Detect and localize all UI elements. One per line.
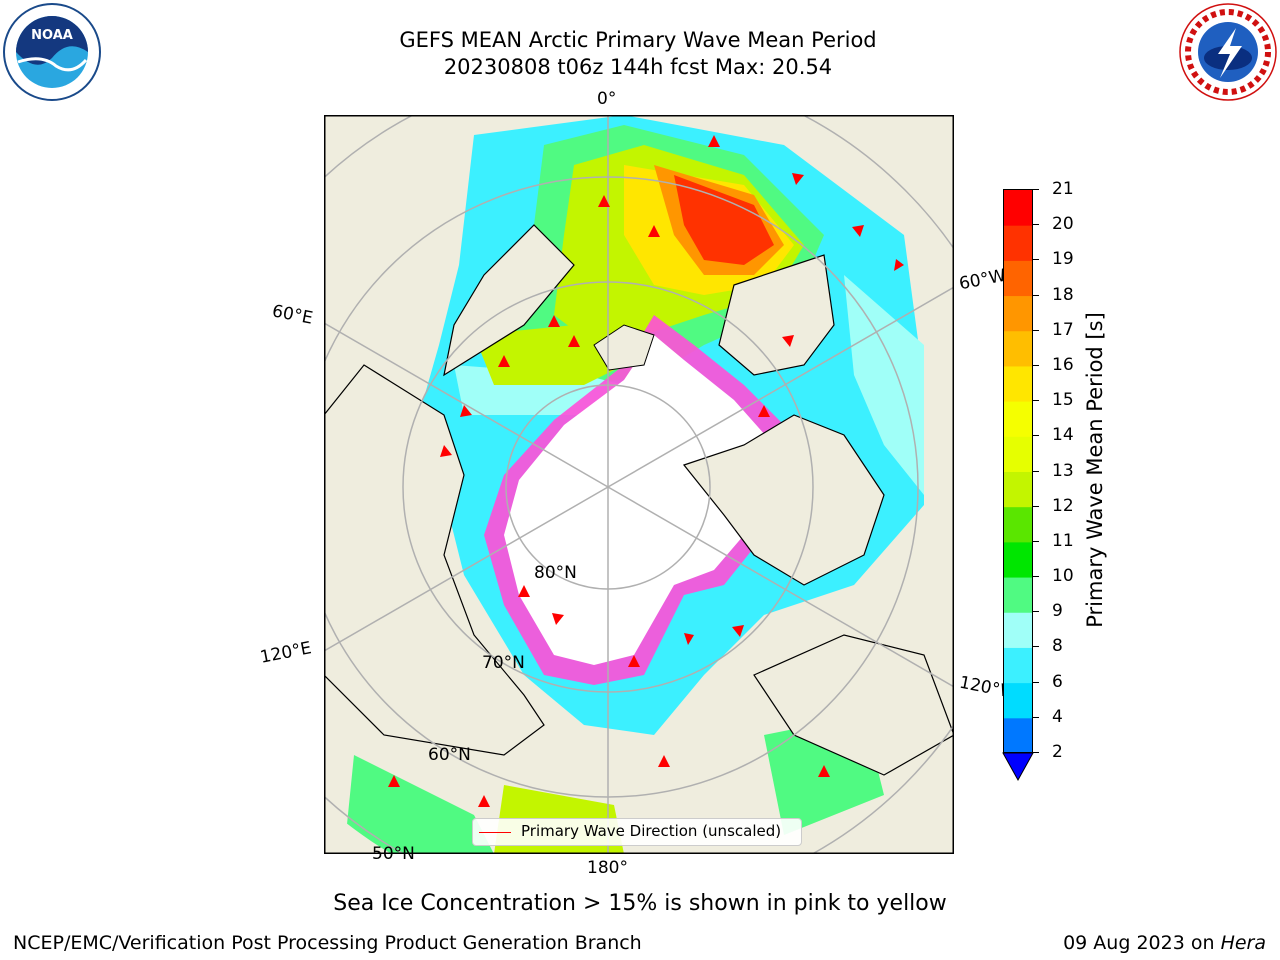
lat-label-70n: 70°N bbox=[482, 653, 525, 673]
colorbar-segment bbox=[1003, 190, 1033, 226]
colorbar-segment bbox=[1003, 647, 1033, 684]
colorbar-tick-mark bbox=[1033, 646, 1039, 648]
colorbar-tick-mark bbox=[1033, 540, 1039, 542]
colorbar-segment bbox=[1003, 577, 1033, 613]
ocean-light bbox=[844, 275, 924, 495]
colorbar-tick-mark bbox=[1033, 576, 1039, 578]
colorbar-tick-label: 12 bbox=[1052, 495, 1074, 516]
lat-label-50n: 50°N bbox=[372, 844, 415, 864]
colorbar-tick-label: 16 bbox=[1052, 354, 1074, 375]
colorbar-tick-label: 9 bbox=[1052, 601, 1063, 622]
colorbar-tick-label: 19 bbox=[1052, 249, 1074, 270]
colorbar-tick-mark bbox=[1033, 259, 1039, 261]
noaa-logo: NOAA bbox=[3, 3, 101, 101]
noaa-logo-text: NOAA bbox=[31, 28, 73, 43]
colorbar-tick-mark bbox=[1033, 435, 1039, 437]
colorbar-tick-label: 8 bbox=[1052, 636, 1063, 657]
colorbar-segment bbox=[1003, 295, 1033, 332]
colorbar-tick-label: 21 bbox=[1052, 179, 1074, 199]
colorbar-segment bbox=[1003, 541, 1033, 578]
footer-date: 09 Aug 2023 on Hera bbox=[1063, 932, 1266, 954]
polar-map bbox=[324, 115, 954, 854]
lon-label-120e: 120°E bbox=[258, 638, 314, 668]
colorbar-segment bbox=[1003, 330, 1033, 367]
colorbar-tick-label: 2 bbox=[1052, 742, 1063, 762]
colorbar-tick-mark bbox=[1033, 681, 1039, 683]
colorbar-segment bbox=[1003, 401, 1033, 437]
svalbard bbox=[593, 324, 655, 371]
scandinavia bbox=[443, 224, 575, 377]
colorbar-tick-mark bbox=[1033, 752, 1039, 753]
legend-label: Primary Wave Direction (unscaled) bbox=[521, 822, 782, 840]
map-legend: Primary Wave Direction (unscaled) bbox=[472, 818, 802, 846]
map-frame bbox=[324, 115, 954, 854]
colorbar-tick-mark bbox=[1033, 189, 1039, 190]
lon-label-0: 0° bbox=[597, 89, 617, 109]
colorbar-tick-mark bbox=[1033, 611, 1039, 613]
colorbar-segment bbox=[1003, 682, 1033, 719]
colorbar-tick-label: 14 bbox=[1052, 425, 1074, 446]
greenland bbox=[718, 254, 835, 376]
footer-organization: NCEP/EMC/Verification Post Processing Pr… bbox=[13, 932, 642, 954]
wave-direction-arrows bbox=[388, 135, 904, 807]
colorbar-extend-arrow bbox=[1002, 752, 1034, 782]
colorbar-tick-label: 18 bbox=[1052, 284, 1074, 305]
colorbar-tick-mark bbox=[1033, 294, 1039, 296]
colorbar-tick-label: 13 bbox=[1052, 460, 1074, 481]
colorbar-segment bbox=[1003, 436, 1033, 472]
colorbar-tick-mark bbox=[1033, 329, 1039, 331]
national-weather-service-logo bbox=[1179, 3, 1277, 101]
colorbar-tick-label: 17 bbox=[1052, 319, 1074, 340]
colorbar-segment bbox=[1003, 717, 1033, 754]
colorbar-segment bbox=[1003, 365, 1033, 402]
lat-label-60n: 60°N bbox=[428, 745, 471, 765]
colorbar-tick-mark bbox=[1033, 224, 1039, 226]
lon-label-180: 180° bbox=[587, 858, 628, 878]
map-subtitle: 20230808 t06z 144h fcst Max: 20.54 bbox=[443, 55, 833, 79]
sea-ice-note: Sea Ice Concentration > 15% is shown in … bbox=[333, 891, 947, 916]
legend-swatch bbox=[479, 832, 511, 833]
colorbar-label: Primary Wave Mean Period [s] bbox=[1083, 312, 1107, 628]
colorbar-tick-label: 4 bbox=[1052, 706, 1063, 727]
colorbar bbox=[1002, 189, 1034, 782]
colorbar-tick-label: 11 bbox=[1052, 530, 1074, 551]
colorbar-tick-mark bbox=[1033, 470, 1039, 472]
footer-date-text: 09 Aug 2023 on bbox=[1063, 932, 1221, 954]
colorbar-tick-mark bbox=[1033, 364, 1039, 366]
colorbar-segment bbox=[1003, 612, 1033, 648]
colorbar-tick-mark bbox=[1033, 505, 1039, 507]
colorbar-tick-mark bbox=[1033, 400, 1039, 402]
colorbar-tick-mark bbox=[1033, 716, 1039, 718]
colorbar-tick-label: 10 bbox=[1052, 566, 1074, 587]
colorbar-segment bbox=[1003, 225, 1033, 261]
colorbar-segment bbox=[1003, 260, 1033, 297]
colorbar-tick-label: 6 bbox=[1052, 671, 1063, 692]
lat-label-80n: 80°N bbox=[534, 563, 577, 583]
max-period-area bbox=[674, 175, 774, 265]
canada-archipelago bbox=[682, 414, 885, 586]
colorbar-tick-label: 20 bbox=[1052, 214, 1074, 235]
map-title: GEFS MEAN Arctic Primary Wave Mean Perio… bbox=[399, 28, 877, 52]
graticule bbox=[324, 115, 954, 854]
colorbar-segment bbox=[1003, 471, 1033, 508]
lon-label-60e: 60°E bbox=[270, 301, 315, 329]
colorbar-tick-label: 15 bbox=[1052, 390, 1074, 411]
russia-coast bbox=[324, 364, 545, 756]
colorbar-segment bbox=[1003, 506, 1033, 543]
footer-machine: Hera bbox=[1220, 932, 1266, 954]
